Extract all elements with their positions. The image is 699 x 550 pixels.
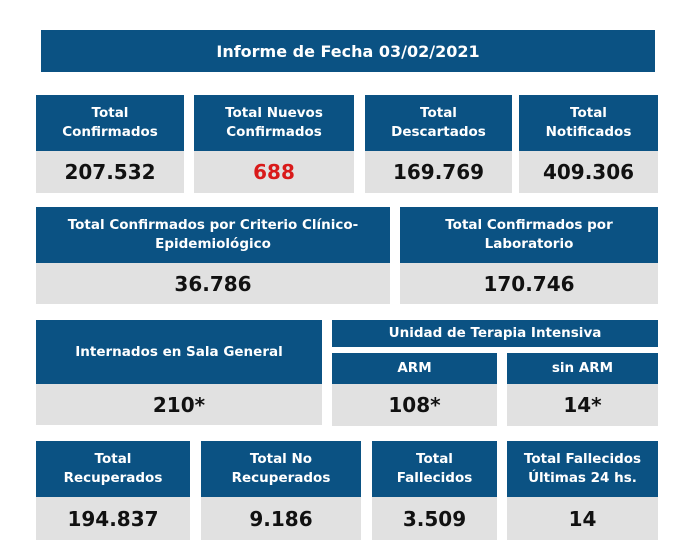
sin-arm-label: sin ARM: [507, 353, 658, 384]
sala-general-value: 210*: [36, 384, 322, 425]
total-confirmados-label: Total Confirmados: [36, 95, 184, 151]
total-recuperados-value: 194.837: [36, 497, 190, 540]
total-descartados-label: Total Descartados: [365, 95, 512, 151]
total-descartados-value: 169.769: [365, 151, 512, 193]
arm-value: 108*: [332, 384, 497, 426]
total-no-recuperados-value: 9.186: [201, 497, 361, 540]
total-fallecidos-value: 3.509: [372, 497, 497, 540]
confirmados-clinico-value: 36.786: [36, 263, 390, 304]
report-title: Informe de Fecha 03/02/2021: [41, 30, 655, 72]
total-nuevos-confirmados-label: Total Nuevos Confirmados: [194, 95, 354, 151]
total-confirmados-value: 207.532: [36, 151, 184, 193]
total-notificados-value: 409.306: [519, 151, 658, 193]
sin-arm-value: 14*: [507, 384, 658, 426]
confirmados-laboratorio-value: 170.746: [400, 263, 658, 304]
total-nuevos-confirmados-value: 688: [194, 151, 354, 193]
total-recuperados-label: Total Recuperados: [36, 441, 190, 497]
fallecidos-24hs-label: Total Fallecidos Últimas 24 hs.: [507, 441, 658, 497]
sala-general-label: Internados en Sala General: [36, 320, 322, 384]
confirmados-clinico-label: Total Confirmados por Criterio Clínico-E…: [36, 207, 390, 263]
total-fallecidos-label: Total Fallecidos: [372, 441, 497, 497]
confirmados-laboratorio-label: Total Confirmados por Laboratorio: [400, 207, 658, 263]
fallecidos-24hs-value: 14: [507, 497, 658, 540]
total-no-recuperados-label: Total No Recuperados: [201, 441, 361, 497]
total-notificados-label: Total Notificados: [519, 95, 658, 151]
uti-label: Unidad de Terapia Intensiva: [332, 320, 658, 347]
arm-label: ARM: [332, 353, 497, 384]
